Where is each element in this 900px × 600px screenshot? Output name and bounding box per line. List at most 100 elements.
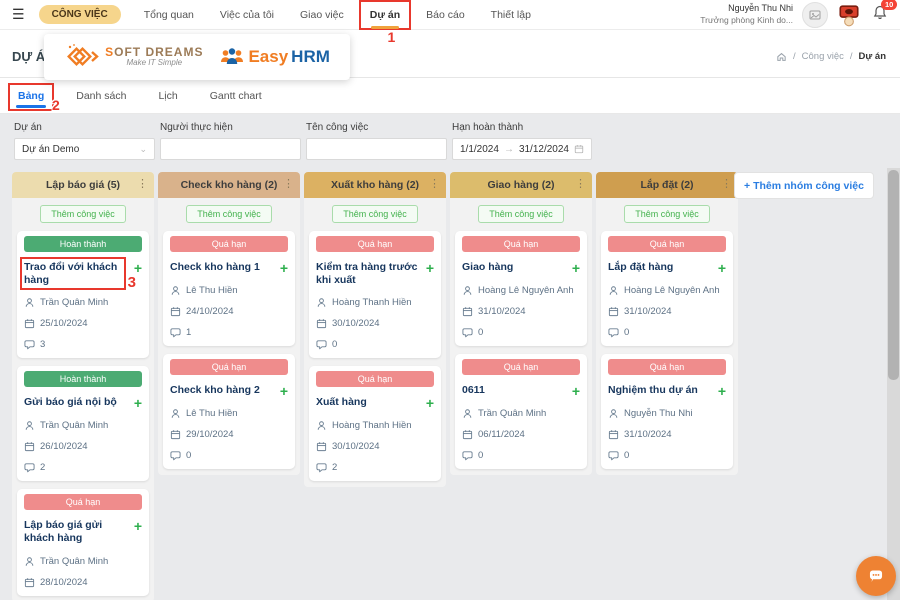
task-card[interactable]: Hoàn thành Gửi báo giá nội bộ + Trần Quâ… [17,366,149,482]
person-icon [171,286,180,295]
kanban-board: Lập báo giá (5) ⋮ Thêm công việc Hoàn th… [0,170,900,600]
column-menu-icon[interactable]: ⋮ [283,178,294,190]
board-scrollbar-track[interactable] [887,168,900,600]
task-title-row: Check kho hàng 2 + [170,384,288,398]
task-card[interactable]: Quá hạn 0611 + Trần Quân Minh 06/11/2024 [455,354,587,469]
person-icon [317,421,326,431]
task-card[interactable]: Quá hạn Giao hàng + Hoàng Lê Nguyên Anh … [455,231,587,346]
add-subtask-icon[interactable]: + [717,260,726,276]
tab-gantt-chart[interactable]: Gantt chart [209,89,262,102]
add-subtask-icon[interactable]: + [133,518,142,535]
person-icon [25,421,34,431]
screen-pointer-icon[interactable] [837,4,861,28]
task-title-row: Giao hàng + [462,261,580,275]
notification-bell[interactable]: 10 [872,0,898,26]
due-row: 25/10/2024 [24,318,142,329]
task-title: Gửi báo giá nội bộ [24,396,117,409]
comments-label: 0 [478,327,484,338]
task-card[interactable]: Quá hạn Lập báo giá gửi khách hàng + Trầ… [17,489,149,596]
column-menu-icon[interactable]: ⋮ [721,178,732,190]
add-subtask-icon[interactable]: + [571,383,580,399]
add-group-button[interactable]: + Thêm nhóm công việc [734,172,874,199]
add-subtask-icon[interactable]: + [425,260,434,276]
column-header[interactable]: Lắp đặt (2) ⋮ [596,172,738,198]
tab-bang[interactable]: Bảng 2 [8,81,60,113]
nav-item-viec-cua-toi[interactable]: Việc của tôi [219,8,274,21]
task-card[interactable]: Quá hạn Check kho hàng 1 + Lê Thu Hiền 2… [163,231,295,346]
avatar[interactable] [802,1,828,28]
breadcrumb-du-an[interactable]: Dự án [858,51,886,62]
column-menu-icon[interactable]: ⋮ [137,178,148,190]
task-card[interactable]: Quá hạn Nghiệm thu dự án + Nguyễn Thu Nh… [601,354,733,469]
add-subtask-icon[interactable]: + [133,260,142,276]
calendar-icon [462,430,473,440]
add-subtask-icon[interactable]: + [279,260,288,276]
column-header[interactable]: Lập báo giá (5) ⋮ [12,172,154,198]
nav-item-du-an[interactable]: Dự án 1 [358,0,412,45]
add-subtask-icon[interactable]: + [717,383,726,399]
calendar-icon [24,577,35,587]
task-title-row: Gửi báo giá nội bộ + [24,396,142,410]
assignee-input[interactable] [160,138,301,160]
breadcrumb-cong-viec[interactable]: Công việc [801,51,844,62]
assignee-label: Trần Quân Minh [478,408,547,419]
column-title: Xuất kho hàng (2) [330,179,420,191]
task-card[interactable]: Quá hạn Check kho hàng 2 + Lê Thu Hiền 2… [163,354,295,469]
add-task-button[interactable]: Thêm công việc [624,205,710,223]
column-header[interactable]: Xuất kho hàng (2) ⋮ [304,172,446,198]
board-scrollbar-thumb[interactable] [888,170,899,380]
column-menu-icon[interactable]: ⋮ [575,178,586,190]
nav-item-tong-quan[interactable]: Tổng quan [143,8,194,21]
column-cards: Hoàn thành Trao đổi với khách hàng + 3 T… [12,230,154,596]
column-header[interactable]: Check kho hàng (2) ⋮ [158,172,300,198]
assignee-row: Hoàng Thanh Hiền [316,420,434,431]
task-card[interactable]: Quá hạn Lắp đặt hàng + Hoàng Lê Nguyên A… [601,231,733,346]
column-title: Check kho hàng (2) [180,179,278,191]
add-task-button[interactable]: Thêm công việc [186,205,272,223]
easyhrm-hrm-text: HRM [291,47,330,66]
comments-row: 2 [316,462,434,473]
task-title: Nghiệm thu dự án [608,384,698,396]
breadcrumb: / Công việc / Dự án [776,51,886,62]
add-subtask-icon[interactable]: + [133,395,142,412]
add-subtask-icon[interactable]: + [425,395,434,412]
comment-icon [462,328,473,338]
add-subtask-icon[interactable]: + [279,383,288,399]
task-card[interactable]: Quá hạn Xuất hàng + Hoàng Thanh Hiền 30/… [309,366,441,482]
tab-lich[interactable]: Lịch [158,89,178,102]
project-select[interactable]: Dự án Demo ⌄ [14,138,155,160]
chat-support-button[interactable] [856,556,896,596]
task-card[interactable]: Quá hạn Kiểm tra hàng trước khi xuất + H… [309,231,441,359]
add-subtask-icon[interactable]: + [571,260,580,276]
nav-item-thiet-lap[interactable]: Thiết lập [490,8,531,21]
person-icon [25,298,34,308]
calendar-icon [574,145,584,154]
hamburger-menu-icon[interactable]: ☰ [12,6,25,22]
add-task-button[interactable]: Thêm công việc [332,205,418,223]
task-title-row: Kiểm tra hàng trước khi xuất + [316,261,434,287]
assignee-label: Hoàng Thanh Hiền [332,420,412,432]
task-title-row: Xuất hàng + [316,396,434,410]
assignee-label: Hoàng Lê Nguyên Anh [478,285,574,296]
task-card[interactable]: Hoàn thành Trao đổi với khách hàng + 3 T… [17,231,149,359]
assignee-row: Nguyễn Thu Nhi [608,408,726,419]
comments-row: 3 [24,339,142,350]
add-task-button[interactable]: Thêm công việc [40,205,126,223]
task-name-input[interactable] [306,138,447,160]
task-title-row: Nghiệm thu dự án + [608,384,726,398]
assignee-label: Nguyễn Thu Nhi [624,408,693,419]
comment-icon [24,340,35,350]
user-info[interactable]: Nguyễn Thu Nhi Trưởng phòng Kinh do... [700,3,793,26]
column-header[interactable]: Giao hàng (2) ⋮ [450,172,592,198]
add-task-button[interactable]: Thêm công việc [478,205,564,223]
deadline-range-input[interactable]: 1/1/2024 → 31/12/2024 [452,138,592,160]
home-icon[interactable] [776,51,787,62]
tab-danh-sach[interactable]: Danh sách [76,89,127,102]
app-module-button[interactable]: CÔNG VIỆC [38,5,121,24]
nav-item-giao-viec[interactable]: Giao việc [300,8,344,21]
column-menu-icon[interactable]: ⋮ [429,178,440,190]
softdreams-brand-text: SOFT DREAMS [105,45,204,59]
status-badge: Hoàn thành [24,371,142,388]
nav-item-bao-cao[interactable]: Báo cáo [426,8,465,21]
comment-icon [608,328,619,338]
